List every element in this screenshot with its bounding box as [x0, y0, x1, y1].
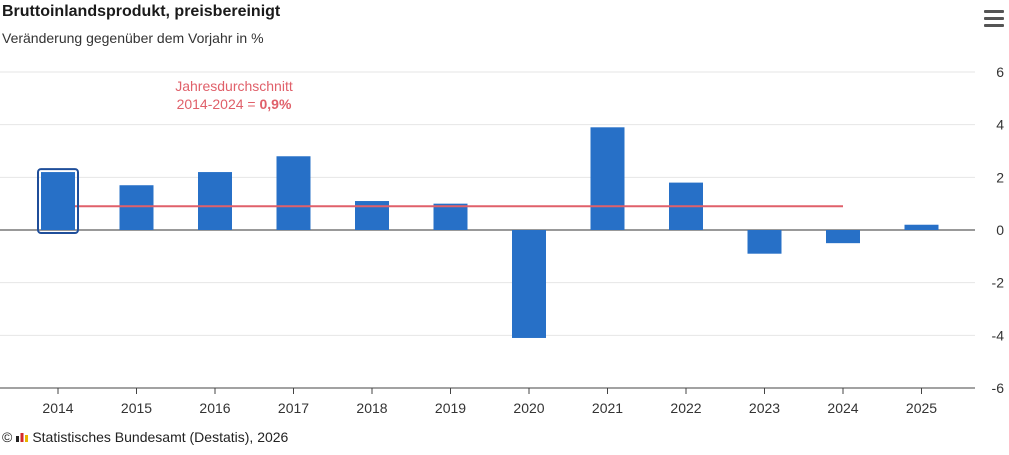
- bar-2015[interactable]: [119, 185, 154, 230]
- x-axis-labels: 2014 2015 2016 2017 2018 2019 2020 2021 2022 2023…: [42, 388, 937, 416]
- x-tick-label-2017: 2017: [278, 400, 309, 416]
- x-tick-label-2022: 2022: [670, 400, 701, 416]
- x-tick-label-2021: 2021: [592, 400, 623, 416]
- average-label-title: Jahresdurchschnitt: [175, 78, 293, 94]
- average-label-period: 2014-2024 = 0,9%: [177, 96, 292, 112]
- bar-2017[interactable]: [276, 156, 311, 230]
- bar-2014[interactable]: [41, 172, 75, 230]
- x-tick-label-2024: 2024: [827, 400, 858, 416]
- destatis-logo-icon: [16, 433, 29, 442]
- copyright-symbol: ©: [2, 429, 13, 445]
- x-tick-label-2015: 2015: [121, 400, 152, 416]
- y-tick-label: -6: [992, 380, 1005, 396]
- x-tick-label-2018: 2018: [356, 400, 387, 416]
- bar-2021[interactable]: [590, 127, 625, 230]
- y-tick-label: -2: [992, 275, 1005, 291]
- x-tick-label-2014: 2014: [42, 400, 73, 416]
- chart-title: Bruttoinlandsprodukt, preisbereinigt: [2, 3, 281, 20]
- bars: [41, 127, 939, 338]
- source-text: Statistisches Bundesamt (Destatis), 2026: [32, 429, 289, 445]
- hamburger-menu-icon[interactable]: [984, 10, 1004, 28]
- highlight-box: [37, 168, 79, 234]
- bar-2023[interactable]: [747, 230, 782, 254]
- y-axis-labels: -6 -4 -2 0 2 4 6: [992, 64, 1005, 396]
- bar-chart: 2014 2015 2016 2017 2018 2019 2020 2021 2022 2023…: [0, 64, 1005, 416]
- x-tick-label-2023: 2023: [749, 400, 780, 416]
- x-tick-label-2020: 2020: [513, 400, 544, 416]
- bar-2025[interactable]: [904, 224, 939, 230]
- chart-subtitle: Veränderung gegenüber dem Vorjahr in %: [2, 30, 264, 46]
- bar-2019[interactable]: [433, 203, 468, 230]
- x-tick-label-2016: 2016: [199, 400, 230, 416]
- credits: © Statistisches Bundesamt (Destatis), 20…: [2, 429, 288, 445]
- x-tick-label-2019: 2019: [435, 400, 466, 416]
- average-label-prefix: 2014-2024 =: [177, 96, 260, 112]
- bar-2016[interactable]: [198, 172, 232, 230]
- y-tick-label: 2: [996, 169, 1004, 185]
- average-label-value: 0,9%: [259, 96, 291, 112]
- gridlines: [0, 71, 975, 389]
- y-tick-label: 4: [996, 117, 1004, 133]
- y-tick-label: 6: [996, 64, 1004, 80]
- y-tick-label: -4: [992, 327, 1005, 343]
- x-tick-label-2025: 2025: [906, 400, 937, 416]
- y-tick-label: 0: [996, 222, 1004, 238]
- bar-2020[interactable]: [512, 230, 546, 338]
- bar-2024[interactable]: [826, 230, 860, 244]
